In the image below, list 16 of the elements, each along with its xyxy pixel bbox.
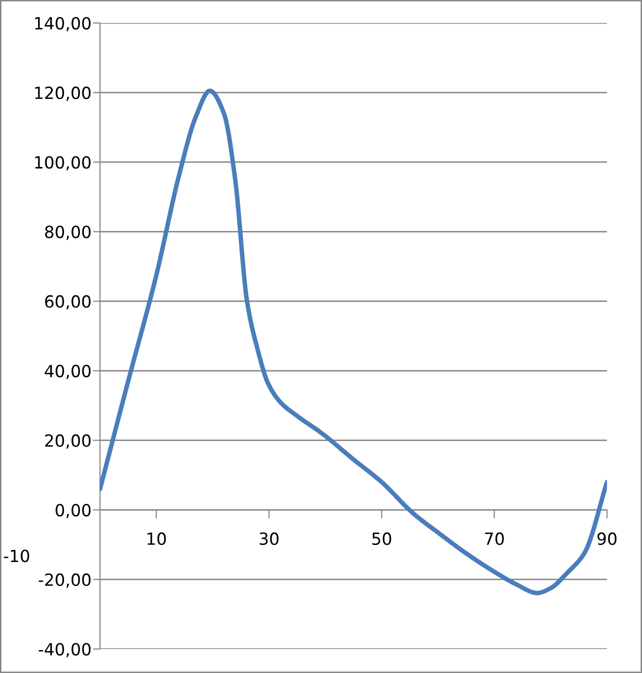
y-tick-label: 120,00 [35, 86, 91, 101]
y-tick-label: 0,00 [56, 504, 91, 518]
y-tick-label: 100,00 [35, 156, 91, 170]
x-tick-label: 50 [372, 532, 392, 546]
y-tick-label: -20,00 [38, 573, 91, 588]
y-tick-label: 140,00 [35, 16, 91, 32]
x-tick-label: 30 [260, 532, 278, 546]
y-tick-label: 20,00 [45, 434, 91, 449]
x-tick-label: 70 [485, 532, 504, 546]
y-tick-label: -40,00 [38, 642, 91, 658]
x-tick-label: 90 [597, 532, 616, 546]
y-tick-label: 40,00 [44, 364, 91, 380]
x-tick-label: 10 [148, 532, 166, 546]
y-tick-label: 80,00 [45, 226, 91, 240]
text: -10 [4, 550, 30, 562]
y-tick-label: 60,00 [45, 295, 91, 310]
